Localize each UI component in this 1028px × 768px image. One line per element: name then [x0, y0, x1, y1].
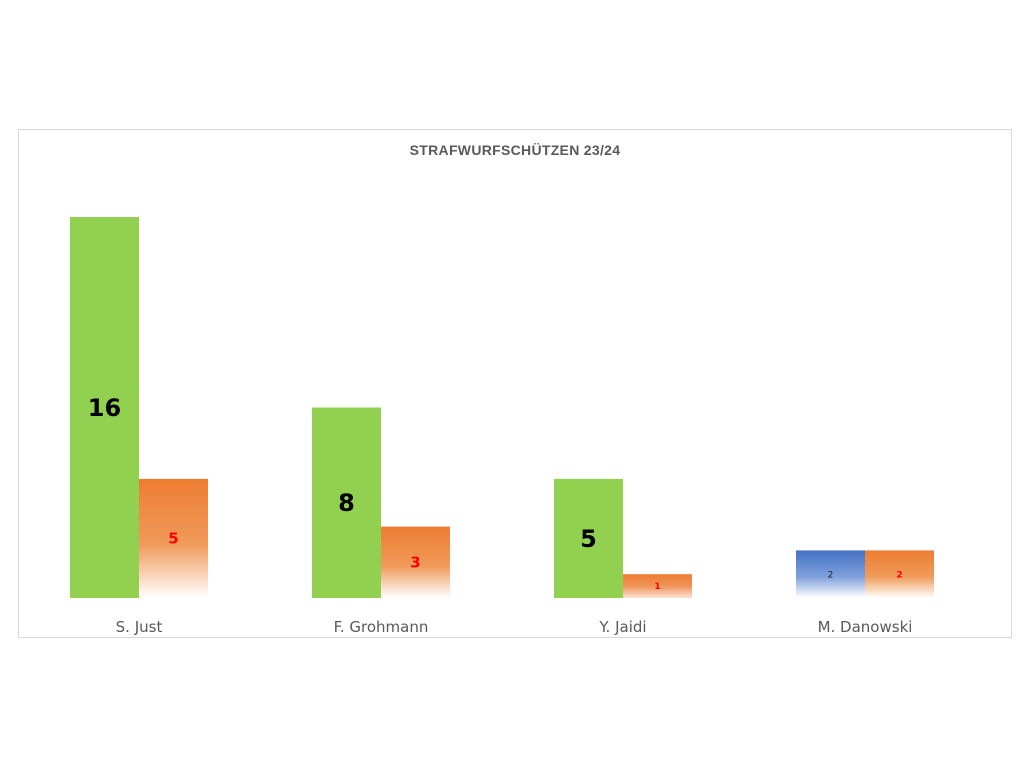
- bar-f-grohmann-series-2: [381, 526, 450, 598]
- value-label-f-grohmann-series-2: 3: [410, 554, 420, 572]
- bar-s-just-series-2: [139, 478, 208, 598]
- bar-y-jaidi-series-2: [623, 574, 692, 598]
- category-label-f-grohmann: F. Grohmann: [334, 618, 429, 636]
- value-label-m-danowski-series-2: 2: [896, 570, 902, 580]
- category-labels-layer: S. Just F. Grohmann Y. Jaidi M. Danowski: [116, 618, 913, 636]
- value-label-s-just-series-1: 16: [88, 394, 121, 422]
- value-label-y-jaidi-series-2: 1: [654, 582, 660, 592]
- value-label-y-jaidi-series-1: 5: [580, 525, 597, 553]
- bar-y-jaidi-series-1: [554, 478, 623, 598]
- value-labels-layer: 16 5 8 3 5 1 2 2: [88, 394, 903, 592]
- category-label-y-jaidi: Y. Jaidi: [598, 618, 646, 636]
- bars-layer: [70, 217, 934, 598]
- category-label-m-danowski: M. Danowski: [818, 618, 913, 636]
- value-label-m-danowski-series-1: 2: [828, 570, 834, 580]
- bar-m-danowski-series-1: [796, 550, 865, 598]
- value-label-f-grohmann-series-1: 8: [338, 489, 355, 517]
- bar-m-danowski-series-2: [865, 550, 934, 598]
- bar-s-just-series-1: [70, 217, 139, 598]
- value-label-s-just-series-2: 5: [168, 530, 178, 548]
- bar-f-grohmann-series-1: [312, 407, 381, 598]
- category-label-s-just: S. Just: [116, 618, 163, 636]
- chart-title: STRAFWURFSCHÜTZEN 23/24: [410, 142, 621, 158]
